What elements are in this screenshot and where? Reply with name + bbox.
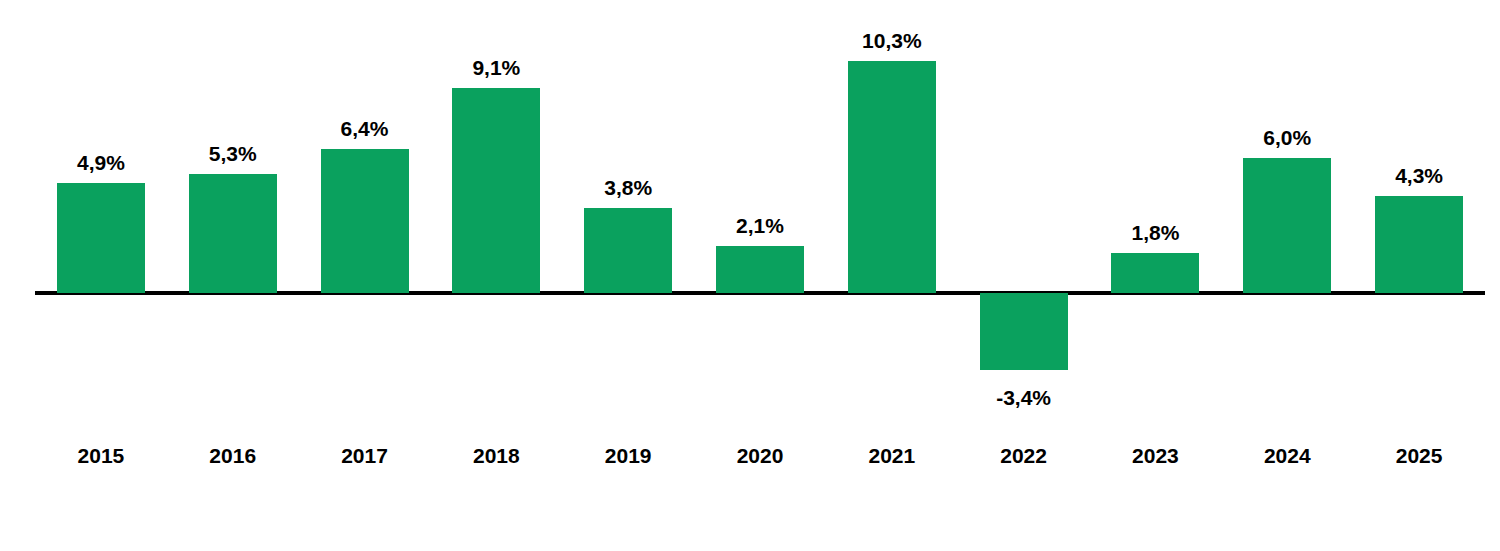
bar-2021 (848, 61, 936, 293)
x-axis-label-2015: 2015 (35, 442, 167, 470)
x-axis-label-2024: 2024 (1221, 442, 1353, 470)
bar-chart: 4,9% 2015 5,3% 2016 6,4% 2017 9,1% 2018 3,8% 2019… (0, 0, 1500, 551)
bar-value-label-2024: 6,0% (1221, 124, 1353, 152)
x-axis-label-2017: 2017 (299, 442, 431, 470)
bar-2020 (716, 246, 804, 293)
bar-2016 (189, 174, 277, 293)
x-axis-label-2023: 2023 (1090, 442, 1222, 470)
bar-value-label-2019: 3,8% (562, 174, 694, 202)
bar-value-label-2021: 10,3% (826, 27, 958, 55)
bar-value-label-2023: 1,8% (1090, 219, 1222, 247)
x-axis-label-2020: 2020 (694, 442, 826, 470)
x-axis-label-2025: 2025 (1353, 442, 1485, 470)
bar-value-label-2022: -3,4% (958, 384, 1090, 412)
x-axis-label-2019: 2019 (562, 442, 694, 470)
bar-2023 (1111, 253, 1199, 294)
bar-2025 (1375, 196, 1463, 293)
bar-value-label-2020: 2,1% (694, 212, 826, 240)
bar-2022 (980, 293, 1068, 370)
bar-2015 (57, 183, 145, 293)
x-axis-label-2021: 2021 (826, 442, 958, 470)
bar-value-label-2017: 6,4% (299, 115, 431, 143)
bar-2018 (452, 88, 540, 293)
bar-value-label-2016: 5,3% (167, 140, 299, 168)
bar-value-label-2015: 4,9% (35, 149, 167, 177)
bar-2019 (584, 208, 672, 294)
bar-2017 (321, 149, 409, 293)
x-axis-label-2022: 2022 (958, 442, 1090, 470)
bar-value-label-2018: 9,1% (430, 54, 562, 82)
bar-value-label-2025: 4,3% (1353, 162, 1485, 190)
bar-2024 (1243, 158, 1331, 293)
x-axis-label-2018: 2018 (430, 442, 562, 470)
x-axis-label-2016: 2016 (167, 442, 299, 470)
